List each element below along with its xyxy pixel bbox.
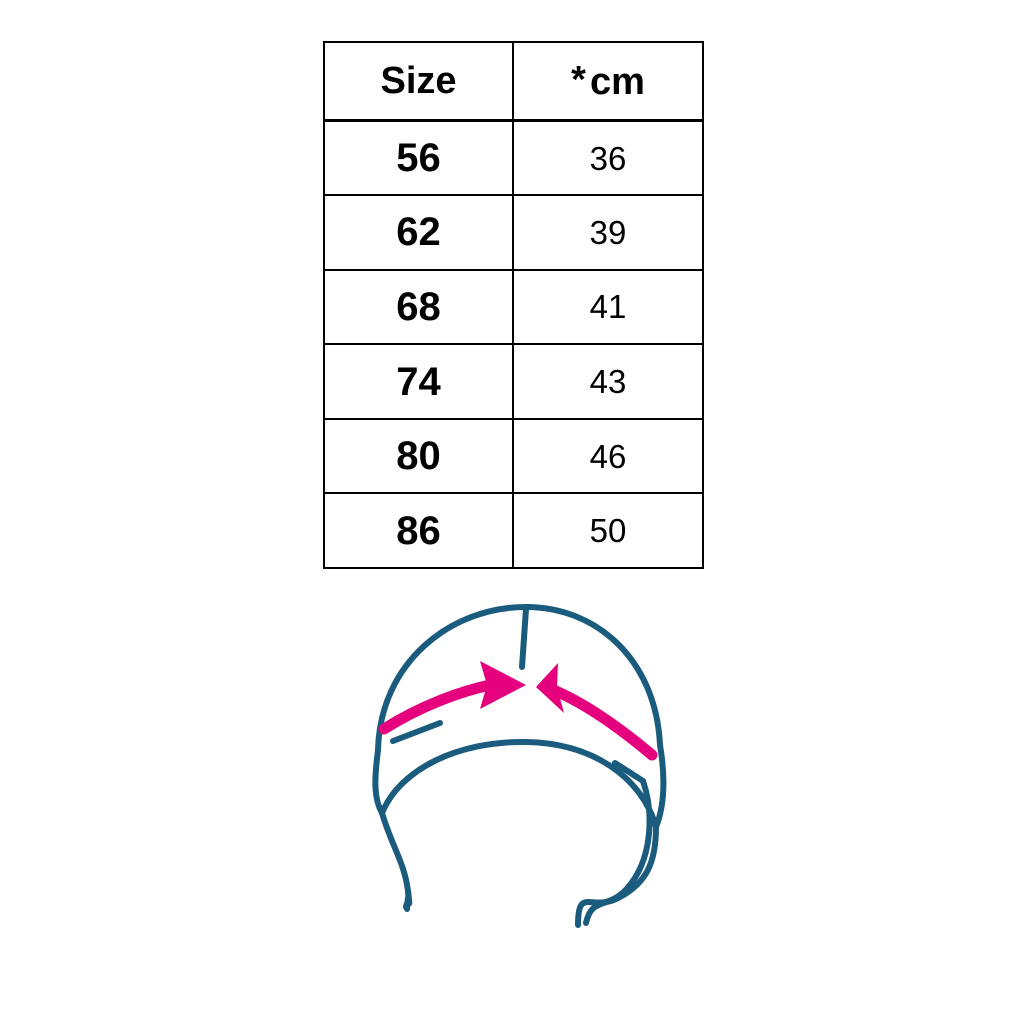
- cell-size: 74: [323, 343, 514, 420]
- table-body: 56 36 62 39 68 41 74 43 80 46: [323, 119, 704, 569]
- column-header-cm: *cm: [512, 41, 704, 122]
- cell-measurement: 46: [512, 417, 704, 495]
- hat-outline-group: [372, 604, 667, 928]
- hat-diagram-svg: [372, 604, 667, 928]
- table-row: 62 39: [323, 194, 704, 271]
- size-chart-table-container: Size *cm 56 36 62 39 68 41 74: [323, 41, 704, 569]
- table-row: 74 43: [323, 343, 704, 420]
- table-header-row: Size *cm: [323, 41, 704, 122]
- hat-earflap-left-tip: [404, 888, 412, 912]
- cell-size: 62: [323, 194, 514, 271]
- width-measurement-arrow: [378, 661, 658, 761]
- cell-size: 68: [323, 268, 514, 346]
- unit-label: cm: [589, 61, 645, 103]
- cell-measurement: 39: [512, 194, 704, 271]
- column-header-size: Size: [323, 41, 514, 122]
- hat-right-side-edge: [653, 742, 667, 830]
- arrow-head-left-pointing: [536, 663, 564, 713]
- hat-earflap-right-inner: [583, 778, 653, 926]
- table-row: 80 46: [323, 417, 704, 495]
- hat-cuff-tick-right: [612, 760, 646, 784]
- table-row: 68 41: [323, 268, 704, 346]
- hat-brim-band-curve: [379, 738, 659, 830]
- cell-measurement: 43: [512, 343, 704, 420]
- cell-size: 86: [323, 492, 514, 569]
- table-header: Size *cm: [323, 41, 704, 122]
- hat-cuff-tick-left: [390, 720, 443, 744]
- hat-left-side-edge: [372, 747, 385, 816]
- table-row: 56 36: [323, 119, 704, 197]
- baby-hat-measurement-diagram: [330, 585, 700, 945]
- arrow-head-right-pointing: [480, 661, 526, 709]
- cell-measurement: 50: [512, 492, 704, 569]
- cell-measurement: 41: [512, 268, 704, 346]
- table-row: 86 50: [323, 492, 704, 569]
- cell-size: 56: [323, 119, 514, 197]
- arrow-shaft-left: [378, 679, 496, 735]
- hat-top-seam-line: [519, 606, 529, 670]
- asterisk-marker: *: [571, 59, 590, 101]
- cell-measurement: 36: [512, 119, 704, 197]
- size-chart-table: Size *cm 56 36 62 39 68 41 74: [323, 41, 704, 569]
- cell-size: 80: [323, 417, 514, 495]
